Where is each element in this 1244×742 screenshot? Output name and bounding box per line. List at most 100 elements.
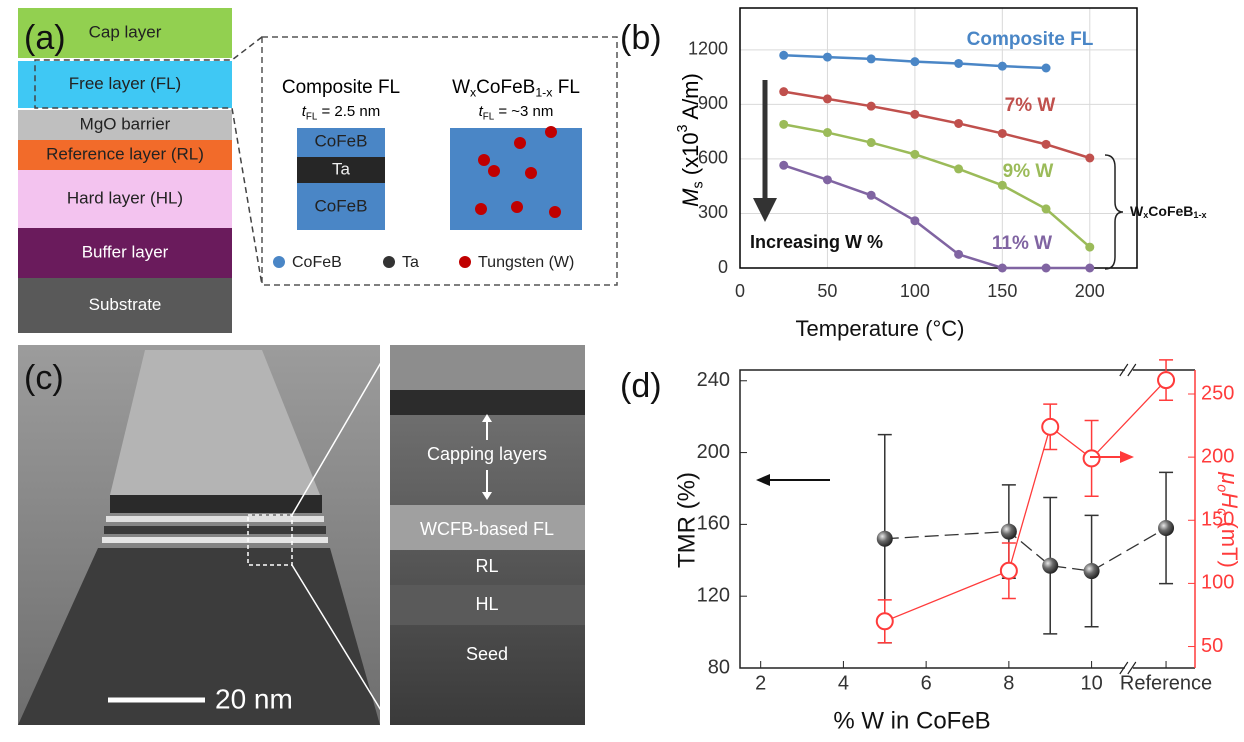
tem-label: Capping layers <box>427 444 547 464</box>
point <box>877 531 893 547</box>
point <box>1042 264 1051 273</box>
layer-label: Substrate <box>89 295 162 314</box>
x-tick-label: 8 <box>1003 672 1014 694</box>
y-tick-label: 0 <box>718 257 728 277</box>
x-tick-label: 4 <box>838 672 849 694</box>
x-tick-label: 50 <box>817 281 837 301</box>
point <box>779 87 788 96</box>
y2-tick-label: 100 <box>1201 572 1234 594</box>
block-label: CoFeB <box>315 196 368 215</box>
y2-tick-label: 200 <box>1201 445 1234 467</box>
x-tick-label: 2 <box>755 672 766 694</box>
text-part: W <box>452 77 470 98</box>
point <box>998 181 1007 190</box>
text-part: (x10 <box>678 132 703 181</box>
text-part: c <box>1214 508 1230 515</box>
point <box>823 94 832 103</box>
arrow-head <box>753 198 777 222</box>
point <box>998 129 1007 138</box>
layer-label: Free layer (FL) <box>69 74 181 93</box>
y-tick-label: 200 <box>697 441 730 463</box>
x-tick-label: 200 <box>1075 281 1105 301</box>
point <box>779 161 788 170</box>
series-label: Composite FL <box>967 29 1094 50</box>
point <box>910 150 919 159</box>
layer-label: Buffer layer <box>82 242 169 261</box>
block-label: CoFeB <box>315 131 368 150</box>
point <box>1001 524 1017 540</box>
point <box>1042 140 1051 149</box>
point <box>1085 264 1094 273</box>
point <box>910 216 919 225</box>
text-part: CoFeB <box>1148 203 1193 219</box>
text-part: FL <box>306 111 318 122</box>
series-line <box>885 380 1166 621</box>
text-part: μ <box>1217 471 1242 484</box>
w-atom <box>478 154 490 166</box>
y2-tick-label: 50 <box>1201 635 1223 657</box>
legend-dot <box>383 256 395 268</box>
y-axis-label: TMR (%) <box>673 472 700 568</box>
point <box>823 175 832 184</box>
text-part: M <box>678 188 703 207</box>
point <box>867 102 876 111</box>
text-part: FL <box>552 77 579 98</box>
legend-dot <box>459 256 471 268</box>
layer-label: Hard layer (HL) <box>67 188 183 207</box>
point <box>1042 419 1058 435</box>
y-tick-label: 120 <box>697 584 730 606</box>
x-axis-label: Temperature (°C) <box>796 316 965 341</box>
w-atom <box>545 126 557 138</box>
w-atom <box>525 167 537 179</box>
point <box>823 128 832 137</box>
point <box>1158 372 1174 388</box>
w-atom <box>475 203 487 215</box>
bracket <box>1105 155 1123 269</box>
point <box>1042 558 1058 574</box>
point <box>867 138 876 147</box>
y-axis-label: Ms (x103 A/m) <box>675 73 706 207</box>
text-part: (mT) <box>1217 515 1242 568</box>
panel-label: (a) <box>24 19 66 57</box>
text-part: 1-x <box>1193 211 1206 221</box>
point <box>1042 64 1051 73</box>
inset-title: WxCoFeB1-x FL <box>452 77 580 100</box>
x-tick-label: 0 <box>735 281 745 301</box>
text-part: H <box>1217 492 1242 508</box>
text-part: = ~3 nm <box>494 103 553 120</box>
point <box>998 62 1007 71</box>
point <box>1084 563 1100 579</box>
legend-dot <box>273 256 285 268</box>
scale-label: 20 nm <box>215 683 293 714</box>
text-part: 3 <box>675 124 691 132</box>
x-tick-label: 100 <box>900 281 930 301</box>
point <box>779 51 788 60</box>
y2-tick-label: 250 <box>1201 382 1234 404</box>
series-label: 11% W <box>992 233 1052 254</box>
tem-band <box>390 390 585 415</box>
tem-label: Seed <box>466 644 508 664</box>
tem-label: RL <box>475 556 498 576</box>
point <box>877 613 893 629</box>
w-atom <box>514 137 526 149</box>
layer-label: Reference layer (RL) <box>46 144 204 163</box>
point <box>779 120 788 129</box>
w-atom <box>549 206 561 218</box>
point <box>867 54 876 63</box>
bracket-label: WxCoFeB1-x <box>1130 203 1207 221</box>
series-label: 9% W <box>1003 161 1054 182</box>
panel-label: (b) <box>620 19 662 57</box>
y-tick-label: 240 <box>697 369 730 391</box>
layer-label: MgO barrier <box>80 114 171 133</box>
x-tick-label: Reference <box>1120 672 1212 694</box>
series-label: 7% W <box>1005 95 1056 116</box>
y2-axis-label: μoHc (mT) <box>1214 471 1243 568</box>
text-part: CoFeB <box>476 77 535 98</box>
series-line <box>885 528 1166 571</box>
text-part: 1-x <box>535 86 553 100</box>
figure: Cap layerFree layer (FL)MgO barrierRefer… <box>0 0 1244 742</box>
axis-frame <box>740 370 1195 668</box>
y-tick-label: 160 <box>697 513 730 535</box>
point <box>954 164 963 173</box>
point <box>1085 154 1094 163</box>
